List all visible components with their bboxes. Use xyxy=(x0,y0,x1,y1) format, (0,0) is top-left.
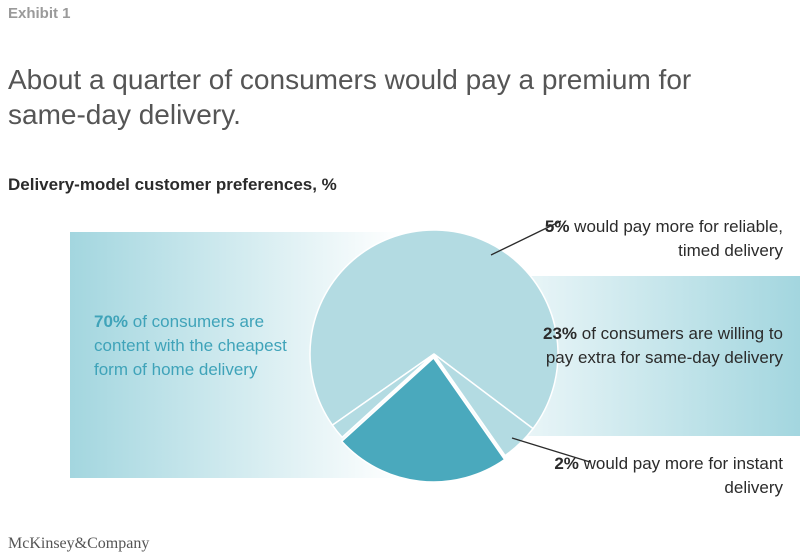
pie-slice-23 xyxy=(340,356,506,483)
slice-label-23-pct: 23% xyxy=(542,324,578,343)
company-logo: McKinsey&Company xyxy=(8,535,150,552)
slice-label-2-text: would pay more for instant delivery xyxy=(578,454,783,497)
pie-slice-2 xyxy=(331,353,435,439)
slice-label-23: 23% of consumers are willing to pay extr… xyxy=(540,322,783,370)
pie-slice-70 xyxy=(309,229,559,430)
chart-subtitle: Delivery-model customer preferences, % xyxy=(8,175,337,194)
slice-label-70-text: of consumers are content with the cheape… xyxy=(94,312,287,379)
slice-label-70-pct: 70% xyxy=(94,312,129,331)
slice-label-2-pct: 2% xyxy=(554,454,579,473)
slice-label-5: 5% would pay more for reliable, timed de… xyxy=(540,215,783,263)
exhibit-label: Exhibit 1 xyxy=(8,5,71,22)
slice-label-23-text: of consumers are willing to pay extra fo… xyxy=(545,324,783,367)
leader-line-5 xyxy=(490,220,562,256)
slice-label-5-text: would pay more for reliable, timed deliv… xyxy=(569,217,783,260)
slice-label-2: 2% would pay more for instant delivery xyxy=(540,452,783,500)
slice-label-5-pct: 5% xyxy=(544,217,570,236)
slice-label-70: 70% of consumers are content with the ch… xyxy=(94,310,294,382)
leader-line-2 xyxy=(511,437,591,463)
chart-title: About a quarter of consumers would pay a… xyxy=(8,64,692,130)
pie-slice-5 xyxy=(433,353,535,457)
